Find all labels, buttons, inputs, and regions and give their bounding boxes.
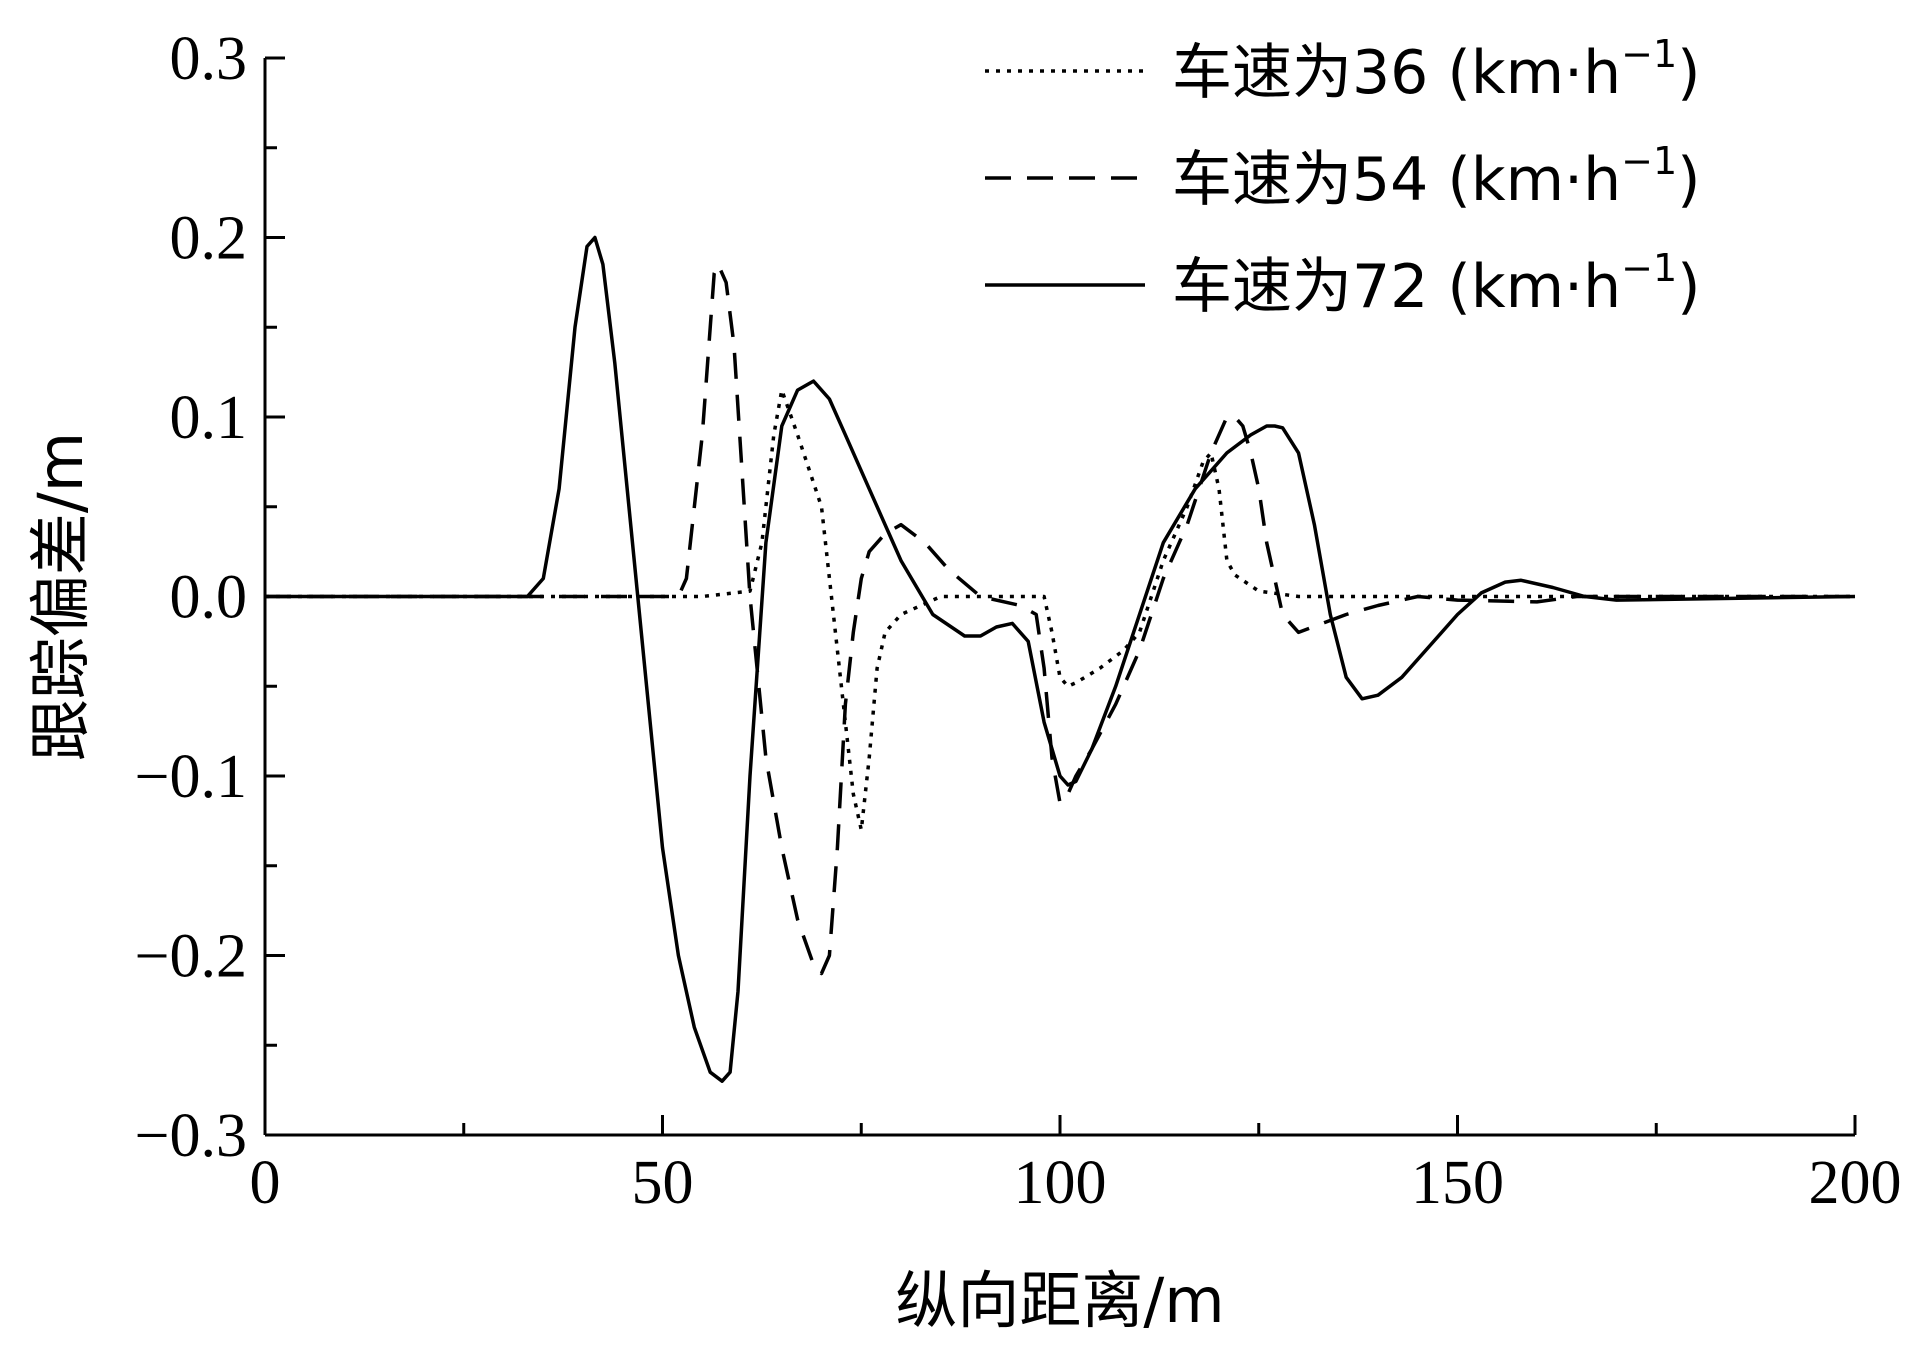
series-line-3 (265, 235, 1856, 1083)
legend: 车速为36 (km·h−1) 车速为54 (km·h−1) 车速为72 (km·h−… (985, 32, 1701, 322)
y-tick-label: 0.2 (170, 205, 248, 273)
legend-label-1: 车速为36 (km·h−1) (1172, 32, 1701, 108)
series-line-1 (265, 388, 1855, 832)
y-tick-label: −0.2 (135, 923, 247, 991)
y-tick-label: 0.1 (170, 384, 248, 452)
y-tick-label: −0.3 (135, 1102, 247, 1170)
legend-label-3: 车速为72 (km·h−1) (1172, 246, 1701, 322)
x-tick-label: 0 (250, 1149, 281, 1217)
y-tick-label: −0.1 (135, 743, 247, 811)
x-tick-label: 100 (1014, 1149, 1107, 1217)
x-tick-label: 200 (1809, 1149, 1902, 1217)
x-axis-title: 纵向距离/m (895, 1264, 1224, 1337)
y-tick-label: 0.0 (170, 564, 248, 632)
series-layer (265, 235, 1856, 1083)
legend-label-2: 车速为54 (km·h−1) (1172, 139, 1701, 215)
x-tick-label: 150 (1411, 1149, 1504, 1217)
x-tick-label: 50 (632, 1149, 694, 1217)
series-line-2 (265, 262, 1855, 976)
y-tick-label: 0.3 (170, 25, 248, 93)
axes: 0 50 100 150 200 0.3 0.2 0.1 0.0 −0.1 −0.2 −0.3 (135, 25, 1902, 1217)
y-axis-title: 跟踪偏差/m (24, 432, 97, 761)
